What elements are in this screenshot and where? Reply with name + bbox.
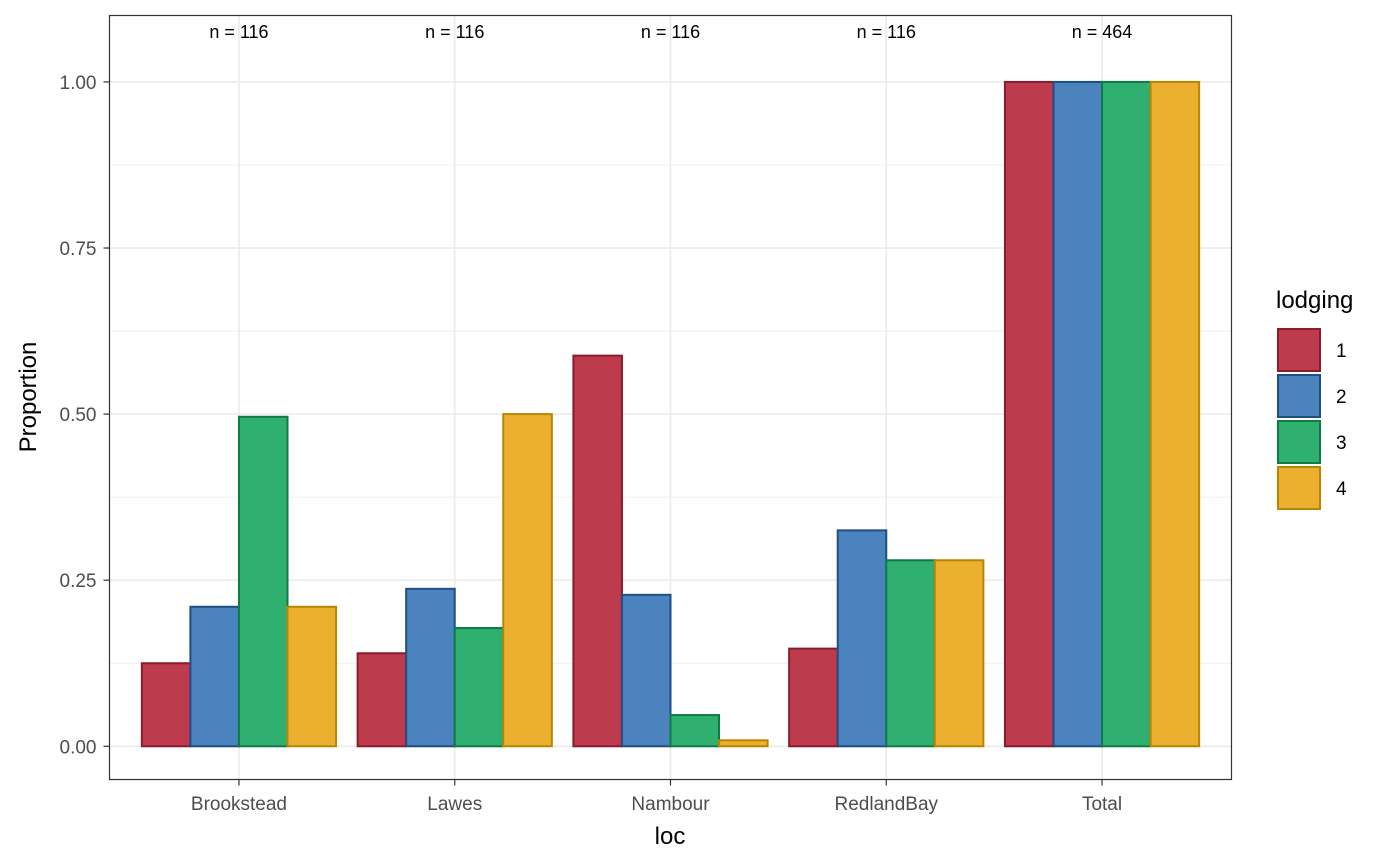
legend-label: 3 <box>1336 433 1347 454</box>
legend: lodging 1 2 3 4 <box>1276 287 1353 510</box>
n-label: n = 116 <box>425 22 484 42</box>
bar-Lawes-lodging-1 <box>356 652 408 748</box>
x-tick-label: Brookstead <box>191 794 287 815</box>
bar-Brookstead-lodging-4 <box>286 605 338 748</box>
n-label: n = 116 <box>641 22 700 42</box>
legend-label: 1 <box>1336 341 1347 362</box>
bar-Lawes-lodging-2 <box>405 587 456 748</box>
bar-Total-lodging-2 <box>1052 80 1104 748</box>
y-tick-label: 0.50 <box>60 405 97 426</box>
y-axis-title: Proportion <box>15 342 42 453</box>
y-tick-label: 1.00 <box>60 73 97 94</box>
bar-Nambour-lodging-2 <box>620 593 672 748</box>
x-tick-label: Total <box>1082 794 1122 815</box>
bar-Brookstead-lodging-3 <box>237 415 289 748</box>
n-label: n = 116 <box>857 22 916 42</box>
n-label: n = 116 <box>209 22 268 42</box>
bar-Nambour-lodging-3 <box>669 714 721 748</box>
bar-RedlandBay-lodging-2 <box>836 529 888 748</box>
bar-RedlandBay-lodging-3 <box>885 559 936 748</box>
bar-RedlandBay-lodging-1 <box>788 647 839 748</box>
legend-title: lodging <box>1276 287 1353 314</box>
x-tick-label: Lawes <box>427 794 482 815</box>
x-axis-title: loc <box>655 823 686 850</box>
legend-key-4 <box>1277 466 1321 510</box>
bar-Lawes-lodging-4 <box>502 413 553 748</box>
bar-Nambour-lodging-1 <box>572 354 623 748</box>
bar-Total-lodging-1 <box>1003 80 1055 748</box>
n-label: n = 464 <box>1072 22 1133 42</box>
bar-RedlandBay-lodging-4 <box>933 559 985 748</box>
legend-key-2 <box>1277 374 1321 418</box>
bars-layer <box>140 80 1201 748</box>
bar-Lawes-lodging-3 <box>453 627 505 748</box>
bar-Brookstead-lodging-2 <box>189 605 240 748</box>
bar-Brookstead-lodging-1 <box>140 662 192 748</box>
legend-label: 4 <box>1336 479 1347 500</box>
n-label-layer: n = 116 n = 116 n = 116 n = 116 n = 464 <box>209 22 1132 42</box>
bar-Nambour-lodging-4 <box>718 739 769 748</box>
y-tick-label: 0.00 <box>60 737 97 758</box>
x-tick-label: RedlandBay <box>835 794 939 815</box>
legend-key-1 <box>1277 328 1321 372</box>
y-axis: 0.00 0.25 0.50 0.75 1.00 <box>60 73 110 758</box>
y-tick-label: 0.25 <box>60 571 97 592</box>
x-axis: Brookstead Lawes Nambour RedlandBay Total <box>191 779 1122 815</box>
legend-label: 2 <box>1336 387 1347 408</box>
legend-key-3 <box>1277 420 1321 464</box>
y-tick-label: 0.75 <box>60 239 97 260</box>
bar-Total-lodging-4 <box>1149 80 1201 748</box>
bar-Total-lodging-3 <box>1101 80 1152 748</box>
x-tick-label: Nambour <box>631 794 710 815</box>
